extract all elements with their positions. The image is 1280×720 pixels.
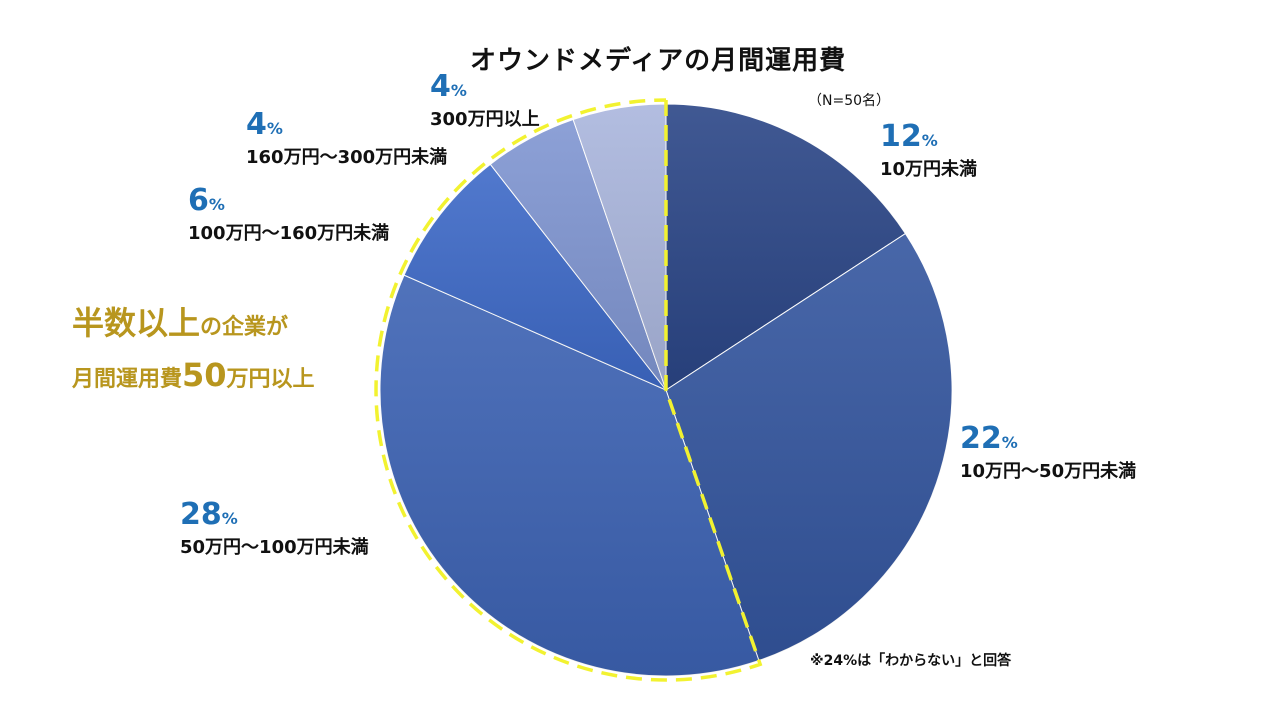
pie-slice-shade-2 [380,275,759,676]
pie-slice-shade-5 [573,104,666,390]
slice-pct-5: 4 [430,69,451,104]
pct-unit-2: % [221,509,238,528]
slice-name-4: 160万円～300万円未満 [246,147,448,168]
callout-companies: の企業が [200,315,289,340]
pct-unit-3: % [208,195,225,214]
slice-label-2: 28% 50万円～100万円未満 [180,498,369,560]
pct-unit-1: % [1001,433,1018,452]
slice-name-2: 50万円～100万円未満 [180,537,369,558]
sample-size: （N=50名） [808,93,891,109]
slice-label-3: 6% 100万円～160万円未満 [188,184,389,246]
slice-pct-1: 22 [960,421,1002,456]
slice-name-0: 10万円未満 [880,159,978,180]
majority-callout: 半数以上の企業が 月間運用費50万円以上 [72,300,315,404]
slice-pct-3: 6 [188,183,209,218]
slice-pct-0: 12 [880,119,922,154]
footnote: ※24%は「わからない」と回答 [810,653,1012,669]
callout-majority: 半数以上 [72,304,201,342]
pct-unit-4: % [266,119,283,138]
slice-label-4: 4% 160万円～300万円未満 [246,108,447,170]
slice-label-1: 22% 10万円～50万円未満 [960,422,1136,484]
pie-slice-shade-3 [404,164,666,390]
majority-highlight-outline [374,98,763,682]
pie-slice-shade-1 [666,233,952,661]
callout-line-2: 月間運用費50万円以上 [72,352,315,404]
slice-label-5: 4% 300万円以上 [430,70,540,132]
slice-pct-2: 28 [180,497,222,532]
slice-label-0: 12% 10万円未満 [880,120,977,182]
callout-amount: 50 [182,356,227,394]
pct-unit-0: % [921,131,938,150]
slice-name-3: 100万円～160万円未満 [188,223,390,244]
slice-name-5: 300万円以上 [430,109,540,130]
callout-monthly-cost: 月間運用費 [72,367,183,392]
pct-unit-5: % [450,81,467,100]
callout-over: 万円以上 [226,367,315,392]
callout-line-1: 半数以上の企業が [72,300,315,352]
pie-slice-shade-4 [490,119,666,390]
pie-slice-shade-0 [666,104,906,390]
slice-pct-4: 4 [246,107,267,142]
chart-title: オウンドメディアの月間運用費 [470,46,847,76]
slice-name-1: 10万円～50万円未満 [960,461,1137,482]
